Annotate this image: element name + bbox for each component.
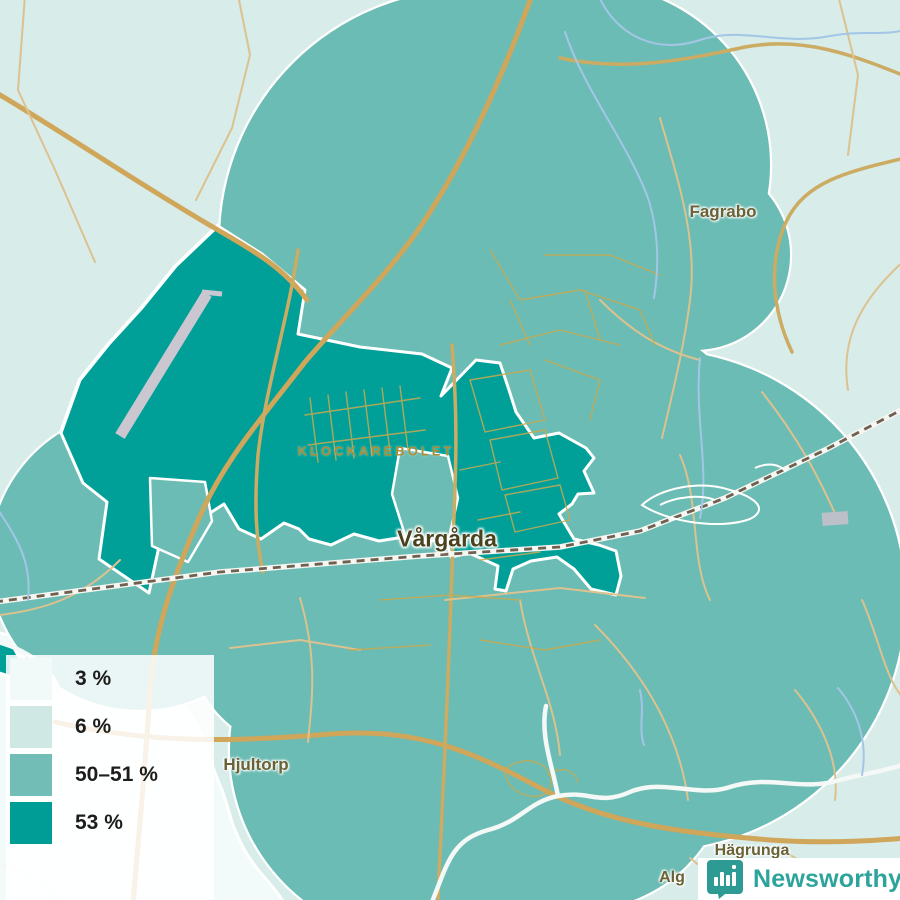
place-label-klockarebolet: KLOCKAREBOLET [297,443,455,459]
airstrip-runway [115,289,223,439]
place-label-vargarda: Vårgårda [397,525,497,552]
legend-label: 6 % [75,715,112,738]
newsworthy-logo-icon [707,860,743,899]
place-label-hagrunga: Hägrunga [714,842,790,859]
attribution-bar: Newsworthy [698,858,900,900]
lake-outline [640,463,787,525]
legend-swatch-53pct [10,802,52,844]
legend-swatch-6pct [10,706,52,748]
legend-label: 50–51 % [75,763,158,786]
building-footprint [821,511,849,526]
region-50-51pct-enclave [390,446,460,544]
stream-lines [0,0,900,776]
railway-line [0,407,900,605]
region-53pct [0,224,623,679]
place-label-hjultorp: Hjultorp [223,755,289,774]
legend-label: 3 % [75,667,112,690]
legend-row: 3 % [6,655,214,703]
legend-label: 53 % [75,811,123,834]
region-50-51pct-enclave [148,476,214,564]
legend-swatch-50-51pct [10,754,52,796]
place-label-fagrabo: Fagrabo [689,202,757,221]
legend-swatch-3pct [10,658,52,700]
legend-row: 6 % [6,703,214,751]
brand-name: Newsworthy [753,864,900,893]
legend-row: 53 % [6,799,214,847]
legend-panel: 3 % 6 % 50–51 % 53 % [6,655,214,900]
place-label-algutstorp-clipped: Alg [659,869,685,886]
legend-row: 50–51 % [6,751,214,799]
